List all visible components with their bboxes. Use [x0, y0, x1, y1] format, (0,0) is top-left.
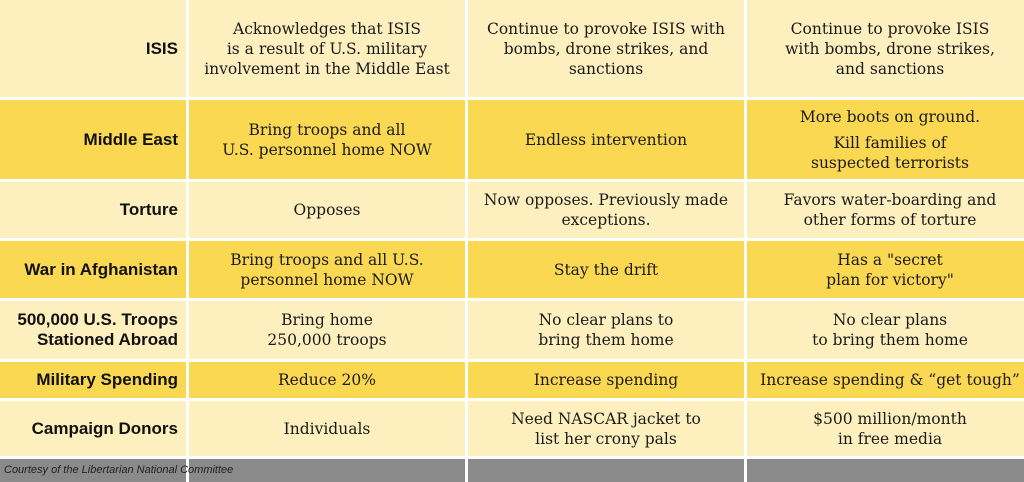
row-label-text: Military Spending — [36, 370, 178, 389]
row-label-text: ISIS — [145, 38, 178, 58]
cell-line: plan for victory" — [826, 270, 954, 289]
cell-line: in free media — [837, 429, 943, 448]
troops-cell-1: Bring home 250,000 troops — [189, 301, 465, 359]
afghanistan-cell-3: Has a "secret plan for victory" — [747, 241, 1024, 298]
middle-east-cell-3: More boots on ground. Kill families of s… — [747, 100, 1024, 179]
donors-cell-3: $500 million/month in free media — [747, 401, 1024, 456]
cell-line: with bombs, drone strikes, — [785, 39, 995, 58]
cell-line: Has a "secret — [837, 250, 943, 269]
cell-line: No clear plans to — [538, 311, 674, 329]
row-label-middle-east: Middle East — [0, 100, 186, 179]
row-label-text: Stationed Abroad — [36, 330, 178, 349]
spending-cell-1: Reduce 20% — [189, 362, 465, 398]
cell-line: Reduce 20% — [278, 371, 376, 389]
cell-line: suspected terrorists — [811, 153, 969, 172]
cell-line: other forms of torture — [803, 211, 977, 229]
cell-line: Now opposes. Previously made — [483, 191, 729, 209]
footer-bar-cell — [747, 459, 1024, 482]
row-label-text: Torture — [119, 200, 178, 219]
cell-line: Continue to provoke ISIS with — [486, 19, 725, 38]
cell-line: Increase spending — [533, 371, 679, 389]
torture-cell-1: Opposes — [189, 182, 465, 238]
isis-cell-3: Continue to provoke ISIS with bombs, dro… — [747, 0, 1024, 97]
middle-east-cell-2: Endless intervention — [468, 100, 744, 179]
cell-line: Bring troops and all — [248, 120, 406, 139]
row-label-campaign-donors: Campaign Donors — [0, 401, 186, 456]
afghanistan-cell-1: Bring troops and all U.S. personnel home… — [189, 241, 465, 298]
torture-cell-2: Now opposes. Previously made exceptions. — [468, 182, 744, 238]
troops-cell-2: No clear plans to bring them home — [468, 301, 744, 359]
troops-cell-3: No clear plans to bring them home — [747, 301, 1024, 359]
row-label-text: War in Afghanistan — [24, 259, 178, 279]
spending-cell-2: Increase spending — [468, 362, 744, 398]
credit-footnote: Courtesy of the Libertarian National Com… — [4, 464, 234, 476]
cell-line: bring them home — [538, 331, 674, 349]
isis-cell-1: Acknowledges that ISIS is a result of U.… — [189, 0, 465, 97]
cell-line: Bring home — [281, 311, 373, 329]
row-label-troops-abroad: 500,000 U.S. Troops Stationed Abroad — [0, 301, 186, 359]
cell-line: Bring troops and all U.S. — [230, 250, 424, 269]
cell-line: 250,000 troops — [267, 331, 387, 349]
cell-line: sanctions — [568, 59, 644, 78]
cell-line: Endless intervention — [524, 130, 688, 149]
footer-bar-cell — [468, 459, 744, 482]
row-label-text: Campaign Donors — [31, 418, 178, 438]
cell-line: personnel home NOW — [240, 270, 414, 289]
afghanistan-cell-2: Stay the drift — [468, 241, 744, 298]
cell-line: Opposes — [293, 201, 361, 219]
cell-line: Individuals — [283, 419, 371, 438]
cell-line: Favors water-boarding and — [783, 191, 997, 209]
footer-bar-cell — [0, 459, 186, 482]
cell-line: is a result of U.S. military — [226, 39, 428, 58]
cell-line: $500 million/month — [813, 409, 967, 428]
row-label-text: Middle East — [83, 129, 178, 149]
row-label-torture: Torture — [0, 182, 186, 238]
donors-cell-1: Individuals — [189, 401, 465, 456]
spending-cell-3: Increase spending & “get tough” — [747, 362, 1024, 398]
cell-line: to bring them home — [812, 331, 968, 349]
cell-line: list her crony pals — [535, 429, 677, 448]
cell-line: U.S. personnel home NOW — [222, 140, 432, 159]
row-label-text: 500,000 U.S. Troops — [17, 310, 178, 329]
cell-line: Acknowledges that ISIS — [233, 19, 421, 38]
cell-line: More boots on ground. — [799, 107, 981, 126]
cell-line: exceptions. — [561, 211, 651, 229]
cell-line: No clear plans — [832, 311, 948, 329]
cell-line: involvement in the Middle East — [204, 59, 450, 78]
cell-line: Continue to provoke ISIS — [790, 19, 990, 38]
cell-line: Increase spending & “get tough” — [760, 371, 1020, 389]
isis-cell-2: Continue to provoke ISIS with bombs, dro… — [468, 0, 744, 97]
cell-line: Stay the drift — [553, 260, 659, 279]
row-label-isis: ISIS — [0, 0, 186, 97]
row-label-war-in-afghanistan: War in Afghanistan — [0, 241, 186, 298]
cell-line: and sanctions — [835, 59, 945, 78]
row-label-military-spending: Military Spending — [0, 362, 186, 398]
cell-line: Kill families of — [833, 133, 947, 152]
middle-east-cell-1: Bring troops and all U.S. personnel home… — [189, 100, 465, 179]
cell-line: Need NASCAR jacket to — [511, 409, 701, 428]
donors-cell-2: Need NASCAR jacket to list her crony pal… — [468, 401, 744, 456]
cell-line: bombs, drone strikes, and — [503, 39, 709, 58]
footer-bar-cell — [189, 459, 465, 482]
torture-cell-3: Favors water-boarding and other forms of… — [747, 182, 1024, 238]
